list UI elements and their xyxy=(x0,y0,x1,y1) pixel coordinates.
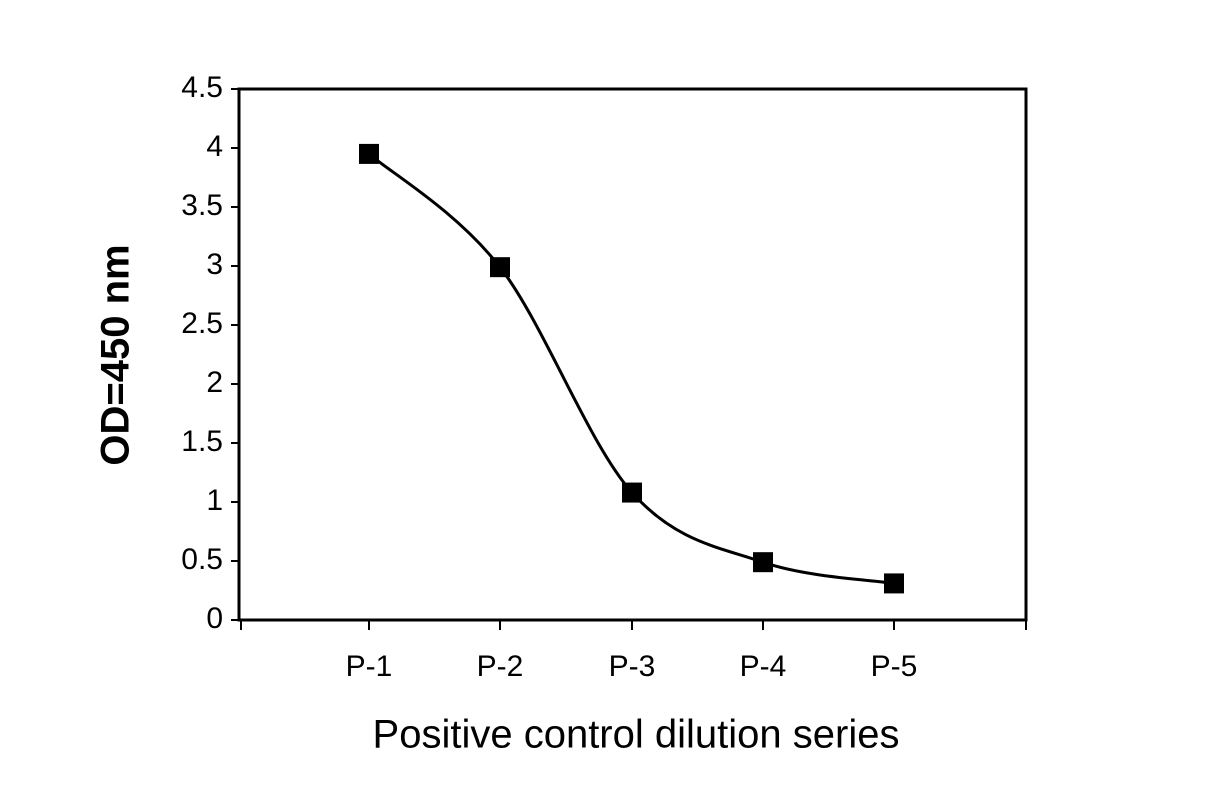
data-point-marker xyxy=(359,143,379,164)
series-line xyxy=(368,152,895,585)
y-tick-label: 2 xyxy=(206,366,223,399)
y-tick-label: 0 xyxy=(206,602,223,635)
y-axis-ticks: 0 0.5 1 1.5 2 2.5 3 3.5 4 4.5 xyxy=(181,71,239,635)
y-tick-label: 1.5 xyxy=(181,425,223,458)
series-layer xyxy=(359,143,904,594)
y-axis-title: OD=450 nm xyxy=(94,244,138,465)
y-tick-label: 0.5 xyxy=(181,543,223,576)
x-axis-ticks: P-1 P-2 P-3 P-4 P-5 xyxy=(240,620,1027,683)
data-point-marker xyxy=(884,573,904,594)
data-point-marker xyxy=(622,482,642,503)
data-point-marker xyxy=(753,552,773,573)
x-tick-label: P-4 xyxy=(740,650,787,683)
y-tick-label: 3.5 xyxy=(181,189,223,222)
y-tick-label: 1 xyxy=(206,484,223,517)
x-tick-label: P-2 xyxy=(477,650,524,683)
plot-area-frame xyxy=(237,87,1028,622)
x-axis-title: Positive control dilution series xyxy=(373,713,900,757)
y-tick-label: 3 xyxy=(206,248,223,281)
x-tick-label: P-1 xyxy=(346,650,393,683)
y-tick-label: 2.5 xyxy=(181,307,223,340)
x-tick-label: P-5 xyxy=(871,650,918,683)
y-tick-label: 4 xyxy=(206,130,223,163)
y-tick-label: 4.5 xyxy=(181,71,223,104)
data-point-marker xyxy=(490,257,510,278)
x-tick-label: P-3 xyxy=(609,650,656,683)
